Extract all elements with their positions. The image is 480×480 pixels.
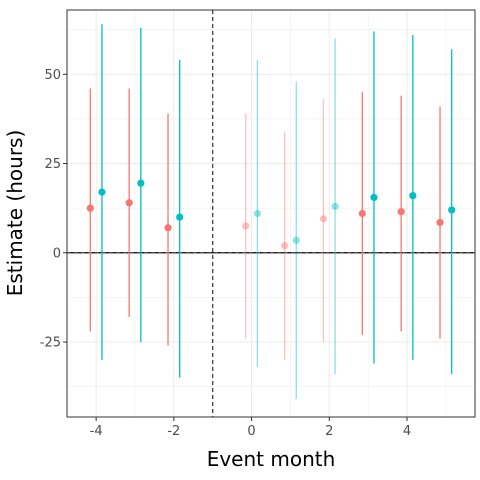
- data-point: [242, 222, 250, 230]
- x-tick-label: 0: [247, 424, 255, 439]
- x-tick-label: 4: [403, 424, 411, 439]
- plot-panel: [67, 10, 475, 417]
- y-tick-label: -25: [40, 336, 61, 351]
- data-point: [436, 218, 444, 227]
- data-point: [98, 188, 106, 196]
- panel-border: [66, 9, 476, 418]
- data-point: [281, 242, 289, 250]
- x-axis-ticks: -4 -2 0 2 4: [90, 417, 411, 439]
- data-point: [331, 202, 339, 210]
- data-point: [397, 208, 405, 216]
- x-tick-label: 2: [325, 424, 333, 439]
- y-axis-ticks: -25 0 25 50: [40, 68, 67, 351]
- data-point: [370, 193, 378, 202]
- y-tick-label: 50: [44, 68, 61, 83]
- data-point: [164, 224, 172, 232]
- data-point: [137, 179, 145, 187]
- data-point: [292, 236, 300, 244]
- series-1: [86, 88, 444, 360]
- gridlines: [67, 10, 475, 417]
- reference-lines: [67, 10, 475, 417]
- data-point: [358, 209, 366, 218]
- data-point: [448, 206, 456, 214]
- x-axis-title: Event month: [207, 447, 336, 471]
- x-tick-label: -4: [90, 424, 103, 439]
- data-point: [176, 213, 184, 221]
- y-tick-label: 25: [44, 157, 61, 172]
- data-marks: [86, 24, 456, 400]
- y-axis-title: Estimate (hours): [3, 130, 27, 297]
- y-tick-label: 0: [53, 246, 61, 261]
- data-point: [253, 209, 261, 218]
- data-point: [125, 199, 133, 207]
- data-point: [409, 192, 417, 200]
- x-tick-label: -2: [167, 424, 180, 439]
- series-2: [98, 24, 456, 400]
- data-point: [86, 204, 94, 212]
- data-point: [319, 215, 328, 223]
